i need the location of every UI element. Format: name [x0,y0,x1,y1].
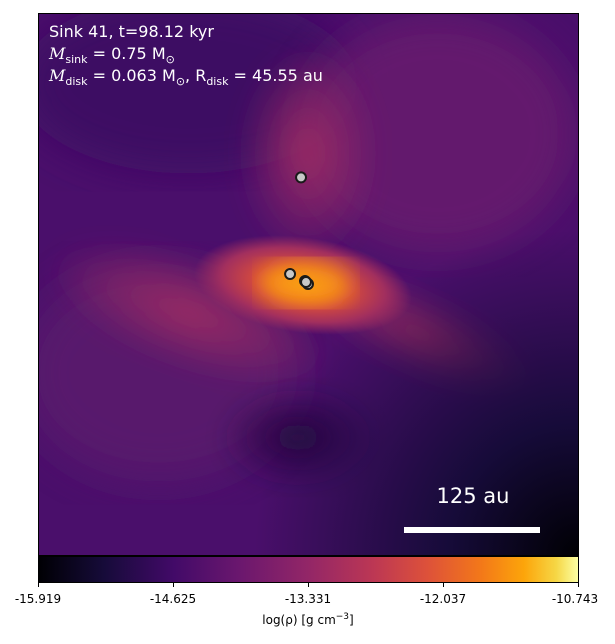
colorbar-tick [443,583,444,587]
colorbar-axis-label: log(ρ) [g cm−3] [262,612,354,627]
sink-particle-marker [295,171,308,184]
colorbar-tick [308,583,309,587]
disk-properties: Mdisk = 0.063 M⊙, Rdisk = 45.55 au [49,66,323,89]
sink-particle-marker [284,268,297,281]
colorbar-tick-label: -10.743 [551,592,599,606]
sink-mass: Msink = 0.75 M⊙ [49,44,175,67]
sink-markers [284,171,314,290]
colorbar-tick-label: -14.625 [149,592,197,606]
density-map: Sink 41, t=98.12 kyr Msink = 0.75 M⊙ Mdi… [38,13,579,556]
density-image [39,14,578,555]
colorbar [38,556,579,583]
sink-particle-marker [300,276,312,288]
colorbar-tick-label: -12.037 [419,592,467,606]
scale-bar-label: 125 au [436,484,510,508]
colorbar-tick [38,583,39,587]
sink-title: Sink 41, t=98.12 kyr [49,22,214,41]
colorbar-tick [173,583,174,587]
scale-bar [404,527,540,533]
colorbar-tick-label: -15.919 [14,592,62,606]
colorbar-tick [578,583,579,587]
colorbar-tick-label: -13.331 [284,592,332,606]
